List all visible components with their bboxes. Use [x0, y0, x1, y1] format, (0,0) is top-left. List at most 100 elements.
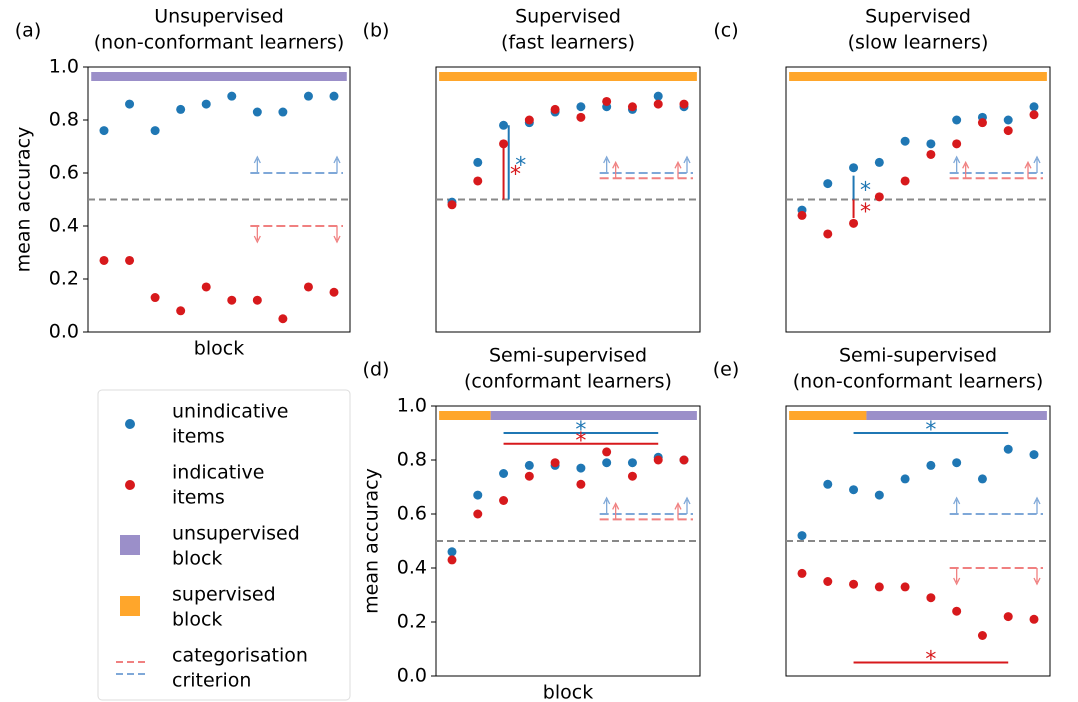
data-point [576, 102, 586, 112]
data-point [653, 455, 663, 465]
data-point [926, 593, 936, 603]
data-point [627, 458, 637, 468]
data-point [1003, 115, 1013, 125]
significance-label: * [515, 153, 526, 178]
phase-bar [490, 411, 697, 420]
data-point [679, 455, 689, 465]
criterion-arrowhead [253, 235, 261, 244]
data-point [176, 104, 186, 114]
legend-label: items [172, 487, 225, 509]
data-point [201, 99, 211, 109]
significance-label: * [925, 418, 936, 443]
data-point [627, 471, 637, 481]
data-point [977, 118, 987, 128]
legend-label: categorisation [172, 645, 308, 667]
panel-label: (d) [363, 359, 390, 381]
panel-label: (c) [713, 20, 738, 42]
panel-label: (b) [363, 20, 390, 42]
legend-label: items [172, 426, 225, 448]
y-tick-label: 1.0 [397, 395, 427, 417]
data-point [99, 255, 109, 265]
y-tick-label: 0.0 [397, 665, 427, 687]
data-point [473, 157, 483, 167]
criterion-arrowhead [683, 496, 691, 505]
data-point [653, 91, 663, 101]
data-point [653, 99, 663, 109]
data-point [900, 582, 910, 592]
data-point [952, 115, 962, 125]
data-point [99, 126, 109, 136]
y-axis-label: mean accuracy [361, 468, 383, 614]
significance-label: * [860, 200, 871, 225]
data-point [576, 112, 586, 122]
panel-title: Semi-supervised [489, 345, 647, 367]
x-axis-label: block [543, 682, 593, 702]
y-tick-label: 0.6 [49, 162, 79, 184]
phase-bar [789, 72, 1047, 81]
data-point [252, 107, 262, 117]
criterion-arrowhead [1033, 577, 1041, 586]
data-point [602, 96, 612, 106]
data-point [576, 463, 586, 473]
y-axis-label: mean accuracy [13, 127, 35, 273]
criterion-arrowhead [1033, 155, 1041, 164]
data-point [952, 139, 962, 149]
criterion-arrowhead [603, 155, 611, 164]
data-point [473, 490, 483, 500]
panel-label: (e) [713, 359, 740, 381]
criterion-arrowhead [953, 155, 961, 164]
criterion-arrowhead [612, 501, 620, 510]
data-point [329, 91, 339, 101]
data-point [303, 282, 313, 292]
data-point [797, 568, 807, 578]
legend-label: unindicative [172, 401, 289, 423]
data-point [823, 229, 833, 239]
data-point [849, 218, 859, 228]
data-point [602, 458, 612, 468]
data-point [849, 579, 859, 589]
data-point [150, 293, 160, 303]
data-point [952, 606, 962, 616]
data-point [524, 460, 534, 470]
y-tick-label: 0.8 [397, 449, 427, 471]
significance-label: * [510, 163, 521, 188]
data-point [874, 582, 884, 592]
data-point [874, 192, 884, 202]
data-point [926, 139, 936, 149]
panel-title: Semi-supervised [839, 345, 997, 367]
data-point [823, 179, 833, 189]
data-point [473, 509, 483, 519]
phase-bar [866, 411, 1047, 420]
panel-title: (non-conformant learners) [793, 371, 1044, 393]
data-point [977, 631, 987, 640]
data-point [499, 469, 509, 478]
data-point [499, 120, 509, 130]
legend-marker [125, 480, 135, 490]
data-point [524, 471, 534, 481]
data-point [874, 157, 884, 167]
data-point [1029, 102, 1039, 112]
data-point [303, 91, 313, 101]
data-point [1003, 444, 1013, 454]
x-axis-label: block [194, 338, 244, 360]
data-point [1029, 614, 1039, 624]
criterion-arrowhead [603, 496, 611, 505]
panel-title: Supervised [515, 6, 621, 28]
panel-title: Supervised [865, 6, 971, 28]
data-point [926, 460, 936, 470]
y-tick-label: 0.4 [49, 215, 79, 237]
criterion-arrowhead [683, 155, 691, 164]
criterion-arrowhead [1033, 496, 1041, 505]
y-tick-label: 0.2 [49, 268, 79, 290]
y-tick-label: 1.0 [49, 56, 79, 78]
panel-title: Unsupervised [154, 6, 284, 28]
data-point [797, 210, 807, 220]
data-point [329, 287, 339, 297]
significance-label: * [860, 179, 871, 204]
legend-marker [120, 535, 140, 555]
data-point [823, 577, 833, 586]
criterion-arrowhead [253, 155, 261, 164]
data-point [499, 496, 509, 505]
data-point [679, 99, 689, 109]
